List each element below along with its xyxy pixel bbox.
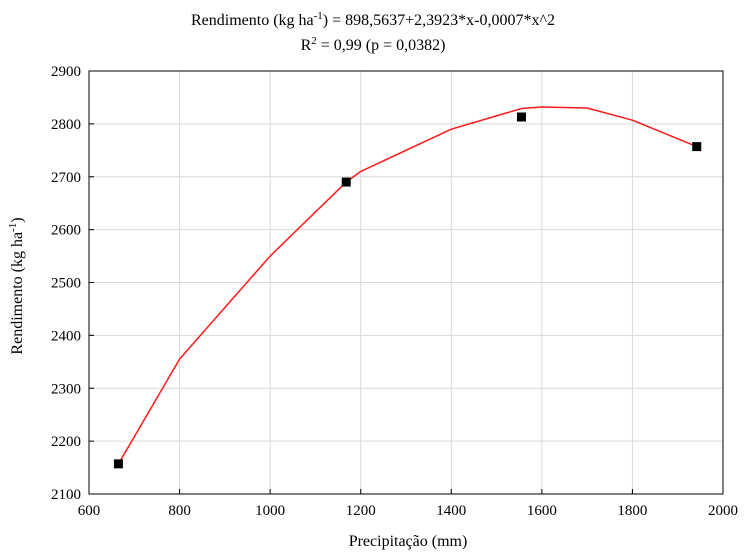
data-point [113,459,123,469]
x-tick-label: 1200 [346,503,376,519]
y-tick-label: 2100 [51,487,81,503]
x-tick-label: 1000 [255,503,285,519]
x-tick-label: 1600 [527,503,557,519]
title-line-2: R2 = 0,99 (p = 0,0382) [301,35,446,54]
y-tick-label: 2700 [51,170,81,186]
y-tick-label: 2400 [51,328,81,344]
title-line-1: Rendimento (kg ha-1) = 898,5637+2,3923*x… [191,10,555,29]
chart-title: Rendimento (kg ha-1) = 898,5637+2,3923*x… [191,10,555,54]
y-tick-label: 2600 [51,223,81,239]
y-tick-label: 2500 [51,276,81,292]
x-tick-label: 1400 [436,503,466,519]
data-point [516,112,526,122]
y-axis-label: Rendimento (kg ha-1) [7,217,26,354]
plot-area: 600 800 1000 1200 1400 1600 1800 2000 2100 2200 23… [51,64,738,519]
data-point [692,142,702,152]
fit-curve-line [117,106,698,465]
y-tick-label: 2800 [51,117,81,133]
x-tick-label: 2000 [708,503,738,519]
x-tick-label: 1800 [617,503,647,519]
y-tick-label: 2300 [51,381,81,397]
data-point [341,177,351,187]
y-tick-label: 2200 [51,434,81,450]
x-tick-label: 600 [78,503,101,519]
y-tick-label: 2900 [51,64,81,80]
x-tick-label: 800 [168,503,191,519]
x-axis-label: Precipitação (mm) [349,533,468,550]
